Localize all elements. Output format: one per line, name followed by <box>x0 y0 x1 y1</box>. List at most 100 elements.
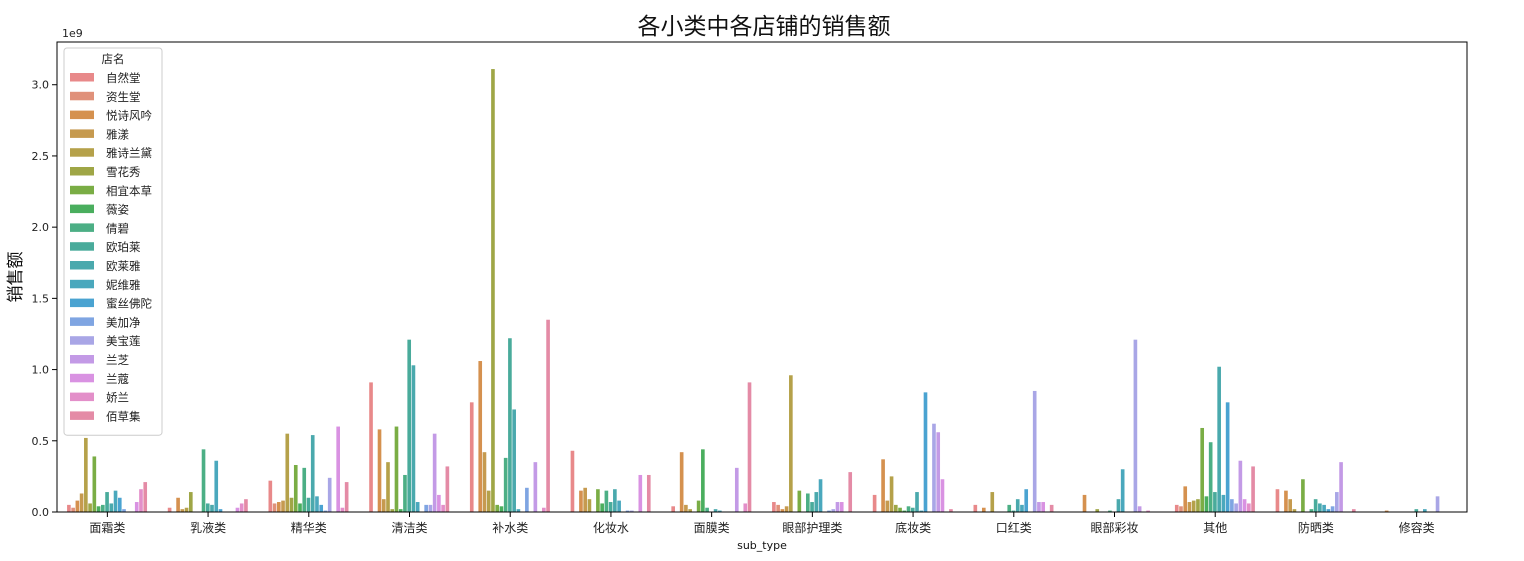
bar-3-1 <box>268 480 273 512</box>
bar-11-18 <box>1146 510 1150 512</box>
bar-9-1 <box>872 494 877 512</box>
x-tick-label: 乳液类 <box>190 520 226 535</box>
bar-6-10 <box>608 502 613 512</box>
bar-3-18 <box>340 507 345 512</box>
bar-4-7 <box>394 426 399 512</box>
bar-1-11 <box>109 503 114 512</box>
bar-3-3 <box>276 502 281 512</box>
bar-12-4 <box>1187 502 1192 512</box>
bar-7-8 <box>701 449 705 512</box>
bar-8-4 <box>784 506 789 512</box>
bar-2-12 <box>214 460 219 512</box>
bar-5-7 <box>495 504 500 512</box>
legend-swatch <box>70 204 94 214</box>
bar-3-4 <box>281 500 285 512</box>
bar-13-10 <box>1313 499 1318 512</box>
bar-11-15 <box>1133 339 1138 512</box>
legend-entry-label: 美宝莲 <box>106 334 141 348</box>
bar-2-18 <box>239 503 244 512</box>
bar-5-12 <box>516 509 521 512</box>
bar-1-4 <box>79 493 84 512</box>
bar-13-12 <box>1322 504 1326 512</box>
legend-entry-label: 倩碧 <box>106 221 129 235</box>
legend-entry-label: 相宜本草 <box>106 184 152 198</box>
bar-7-9 <box>705 507 709 512</box>
bar-3-14 <box>323 510 328 512</box>
x-tick-label: 防晒类 <box>1298 520 1334 535</box>
x-tick-label: 面膜类 <box>694 521 730 535</box>
bar-4-4 <box>381 499 386 512</box>
bar-5-16 <box>533 462 538 512</box>
bar-1-18 <box>139 489 143 512</box>
bar-3-5 <box>285 433 290 512</box>
bar-6-9 <box>604 490 609 512</box>
bar-1-7 <box>92 456 97 512</box>
y-tick-label: 2.5 <box>32 150 50 163</box>
bar-1-3 <box>75 500 80 512</box>
bar-12-11 <box>1217 366 1221 512</box>
bar-9-11 <box>915 492 919 512</box>
plot-frame <box>56 41 1468 513</box>
x-tick-label: 面霜类 <box>89 521 125 535</box>
bar-3-9 <box>302 467 307 512</box>
bar-13-19 <box>1351 509 1356 512</box>
legend-entry-label: 娇兰 <box>106 391 129 405</box>
bar-2-11 <box>210 504 214 512</box>
bar-12-9 <box>1208 442 1213 512</box>
bar-2-10 <box>205 503 210 512</box>
bar-10-16 <box>1037 502 1041 512</box>
bar-13-16 <box>1339 462 1343 512</box>
bar-8-1 <box>772 502 776 512</box>
bar-9-5 <box>889 476 894 512</box>
bar-10-3 <box>981 507 986 512</box>
legend-entry-label: 薇姿 <box>106 203 129 217</box>
x-tick-label: 底妆类 <box>895 520 931 535</box>
bar-1-14 <box>122 509 126 512</box>
bar-12-19 <box>1251 466 1255 512</box>
legend-entry-label: 兰蔻 <box>106 372 129 386</box>
bar-10-13 <box>1024 489 1029 512</box>
legend-entry-label: 雅诗兰黛 <box>106 146 152 160</box>
x-tick-label: 修容类 <box>1399 520 1435 535</box>
legend-entry-label: 自然堂 <box>106 71 141 85</box>
legend-entry-label: 佰草集 <box>106 409 141 423</box>
chart-title: 各小类中各店铺的销售额 <box>638 14 891 40</box>
y-axis-scale-label: 1e9 <box>62 27 83 40</box>
bar-1-1 <box>67 504 71 512</box>
x-tick-label: 清洁类 <box>391 521 427 535</box>
legend-entry-label: 欧莱雅 <box>106 259 141 273</box>
bar-9-6 <box>893 504 898 512</box>
y-axis-label: 销售额 <box>6 252 26 303</box>
legend-swatch <box>70 167 94 176</box>
bar-6-7 <box>596 489 600 512</box>
bar-5-6 <box>491 69 495 512</box>
bar-4-15 <box>428 504 433 512</box>
bar-12-16 <box>1238 460 1243 512</box>
bar-4-19 <box>445 466 450 512</box>
bar-13-13 <box>1326 509 1331 512</box>
legend-entry-label: 兰芝 <box>106 353 129 367</box>
bar-12-18 <box>1247 503 1251 512</box>
bar-4-10 <box>407 339 412 512</box>
bar-12-8 <box>1204 496 1209 512</box>
bar-3-7 <box>293 465 298 512</box>
bar-12-7 <box>1200 427 1205 512</box>
bar-4-14 <box>424 504 428 512</box>
bar-6-15 <box>630 510 634 512</box>
bar-13-4 <box>1288 499 1292 512</box>
bar-5-11 <box>512 409 516 512</box>
bar-1-2 <box>71 507 75 512</box>
legend-entry-label: 美加净 <box>106 315 141 329</box>
bar-10-12 <box>1020 504 1024 512</box>
bar-1-5 <box>84 437 88 512</box>
bar-12-13 <box>1225 402 1230 512</box>
legend-entry-label: 欧珀莱 <box>106 240 141 254</box>
bar-3-10 <box>306 497 311 512</box>
x-axis-label: sub_type <box>737 539 787 552</box>
bar-8-19 <box>848 472 853 512</box>
bar-12-10 <box>1213 492 1217 512</box>
x-tick-label: 口红类 <box>996 520 1032 535</box>
bar-12-2 <box>1179 506 1183 512</box>
